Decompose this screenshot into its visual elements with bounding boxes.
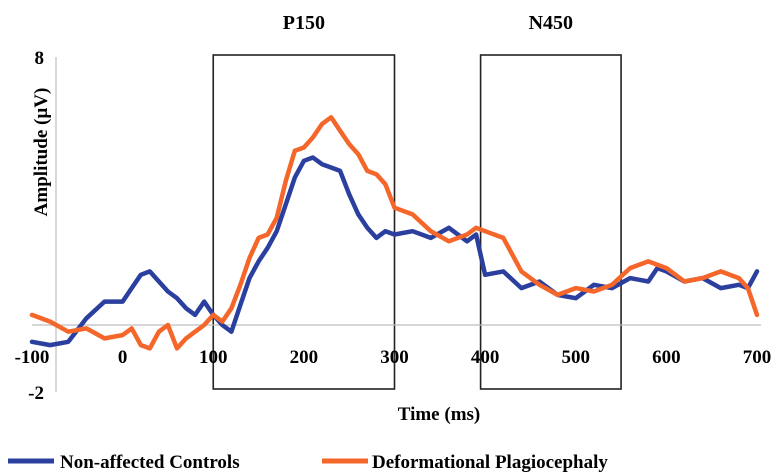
series-line-0: [29, 155, 760, 348]
x-tick-label: 600: [652, 347, 681, 368]
y-tick-label: 8: [35, 48, 45, 69]
y-tick-label: -2: [28, 383, 44, 404]
x-tick-label: -100: [15, 347, 50, 368]
axes: [32, 57, 761, 392]
time-window-label-p150: P150: [283, 12, 325, 34]
series-lines: [29, 115, 760, 351]
tick-labels: -100 0 100 200 300 400 500 600 700 -2 8: [15, 48, 772, 404]
series-line-1: [29, 115, 760, 351]
legend: Non-affected Controls Deformational Plagi…: [8, 452, 608, 473]
x-tick-label: 300: [380, 347, 409, 368]
y-axis-title: Amplitude (µV): [31, 88, 52, 217]
x-axis-title: Time (ms): [398, 404, 481, 425]
x-tick-label: 100: [199, 347, 228, 368]
time-windows: P150 N450: [212, 12, 622, 390]
axis-titles: Time (ms) Amplitude (µV): [31, 88, 480, 425]
x-tick-label: 700: [743, 347, 772, 368]
time-window-box-n450: [479, 54, 622, 390]
x-tick-label: 200: [290, 347, 319, 368]
x-tick-label: 0: [118, 347, 128, 368]
x-tick-label: 400: [471, 347, 500, 368]
legend-label-1: Deformational Plagiocephaly: [372, 452, 608, 473]
time-window-label-n450: N450: [529, 12, 573, 34]
time-window-box-p150: [212, 54, 396, 390]
legend-label-0: Non-affected Controls: [60, 452, 240, 473]
x-tick-label: 500: [562, 347, 591, 368]
